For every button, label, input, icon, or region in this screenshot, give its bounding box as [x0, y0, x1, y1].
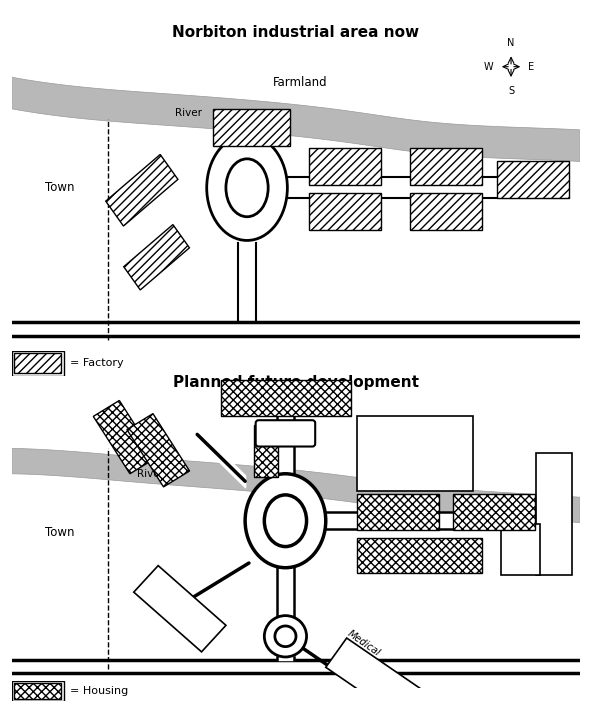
Bar	[326, 638, 422, 702]
Bar	[134, 566, 226, 652]
Text: E: E	[528, 62, 535, 72]
Text: Town: Town	[45, 526, 75, 539]
Bar	[106, 154, 178, 226]
Text: = Housing: = Housing	[70, 686, 128, 696]
Bar	[214, 109, 290, 145]
Ellipse shape	[207, 135, 287, 240]
Ellipse shape	[264, 616, 307, 657]
Bar	[410, 147, 482, 185]
Text: Playground: Playground	[385, 448, 445, 458]
Text: = Factory: = Factory	[70, 358, 124, 369]
Bar	[14, 683, 62, 698]
Text: River: River	[137, 469, 163, 479]
Bar	[12, 351, 63, 376]
Bar	[536, 453, 572, 575]
Bar	[14, 353, 62, 373]
Bar	[221, 380, 350, 416]
Bar	[12, 681, 63, 701]
Polygon shape	[12, 77, 580, 161]
Text: Medical
centre: Medical centre	[339, 628, 382, 667]
Text: S: S	[508, 86, 514, 95]
Text: River: River	[175, 108, 202, 118]
Text: N: N	[507, 38, 514, 48]
Bar	[453, 494, 535, 530]
Text: Planned future development: Planned future development	[173, 375, 419, 390]
Bar	[410, 193, 482, 230]
Bar	[310, 193, 381, 230]
Bar	[358, 538, 482, 574]
Text: School: School	[549, 497, 559, 531]
Bar	[358, 416, 472, 491]
Bar	[501, 524, 540, 575]
Ellipse shape	[226, 159, 268, 217]
Text: Norbiton industrial area now: Norbiton industrial area now	[172, 25, 420, 39]
Text: W: W	[484, 62, 494, 72]
Bar	[124, 225, 189, 290]
Bar	[310, 147, 381, 185]
Bar	[127, 413, 189, 487]
Bar	[497, 161, 569, 198]
Bar	[358, 494, 439, 530]
Ellipse shape	[264, 495, 307, 547]
Text: Farmland: Farmland	[272, 76, 327, 89]
Text: Town: Town	[45, 181, 75, 194]
Ellipse shape	[245, 474, 326, 568]
Ellipse shape	[275, 626, 296, 647]
Text: Shops: Shops	[152, 567, 184, 597]
Text: Farmland: Farmland	[397, 449, 452, 461]
Bar	[254, 425, 278, 477]
FancyBboxPatch shape	[256, 420, 315, 446]
Polygon shape	[12, 449, 580, 522]
Bar	[94, 400, 156, 474]
